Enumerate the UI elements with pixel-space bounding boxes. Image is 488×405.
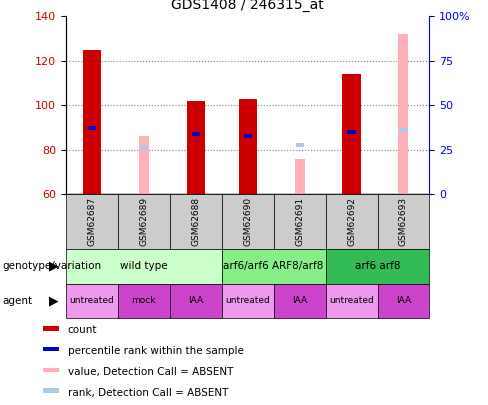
Bar [66, 284, 118, 318]
Bar [139, 136, 149, 194]
Text: untreated: untreated [225, 296, 270, 305]
Bar [325, 284, 378, 318]
Text: count: count [67, 325, 97, 335]
Text: GSM62688: GSM62688 [191, 197, 200, 246]
Text: ▶: ▶ [49, 260, 59, 273]
Text: untreated: untreated [329, 296, 374, 305]
Bar [325, 194, 378, 249]
Text: GSM62691: GSM62691 [295, 197, 304, 246]
Text: GSM62687: GSM62687 [87, 197, 96, 246]
Bar [274, 284, 325, 318]
Bar [140, 146, 148, 149]
Text: arf6/arf6 ARF8/arf8: arf6/arf6 ARF8/arf8 [224, 261, 324, 271]
Bar [83, 49, 101, 194]
Bar [43, 326, 59, 331]
Text: percentile rank within the sample: percentile rank within the sample [67, 346, 244, 356]
Text: GSM62693: GSM62693 [399, 197, 408, 246]
Bar [66, 249, 222, 284]
Bar [88, 126, 96, 130]
Bar [118, 284, 170, 318]
Bar [43, 388, 59, 393]
Text: ▶: ▶ [49, 294, 59, 307]
Text: IAA: IAA [292, 296, 307, 305]
Text: GSM62690: GSM62690 [243, 197, 252, 246]
Title: GDS1408 / 246315_at: GDS1408 / 246315_at [171, 0, 324, 13]
Text: rank, Detection Call = ABSENT: rank, Detection Call = ABSENT [67, 388, 228, 398]
Bar [170, 194, 222, 249]
Bar [43, 368, 59, 372]
Text: arf6 arf8: arf6 arf8 [355, 261, 400, 271]
Text: wild type: wild type [120, 261, 167, 271]
Bar [118, 194, 170, 249]
Bar [43, 347, 59, 352]
Bar [378, 284, 429, 318]
Bar [239, 98, 257, 194]
Bar [378, 194, 429, 249]
Text: GSM62692: GSM62692 [347, 197, 356, 246]
Text: value, Detection Call = ABSENT: value, Detection Call = ABSENT [67, 367, 233, 377]
Bar [295, 159, 305, 194]
Bar [222, 194, 274, 249]
Bar [347, 130, 356, 134]
Text: IAA: IAA [396, 296, 411, 305]
Text: genotype/variation: genotype/variation [2, 261, 102, 271]
Bar [186, 101, 205, 194]
Bar [296, 143, 304, 147]
Bar [343, 74, 361, 194]
Text: GSM62689: GSM62689 [139, 197, 148, 246]
Text: untreated: untreated [69, 296, 114, 305]
Bar [170, 284, 222, 318]
Bar [244, 134, 252, 139]
Text: mock: mock [132, 296, 156, 305]
Text: agent: agent [2, 296, 33, 306]
Bar [399, 34, 408, 194]
Bar [66, 194, 118, 249]
Bar [222, 249, 325, 284]
Text: IAA: IAA [188, 296, 203, 305]
Bar [192, 132, 200, 136]
Bar [325, 249, 429, 284]
Bar [274, 194, 325, 249]
Bar [222, 284, 274, 318]
Bar [399, 128, 407, 132]
